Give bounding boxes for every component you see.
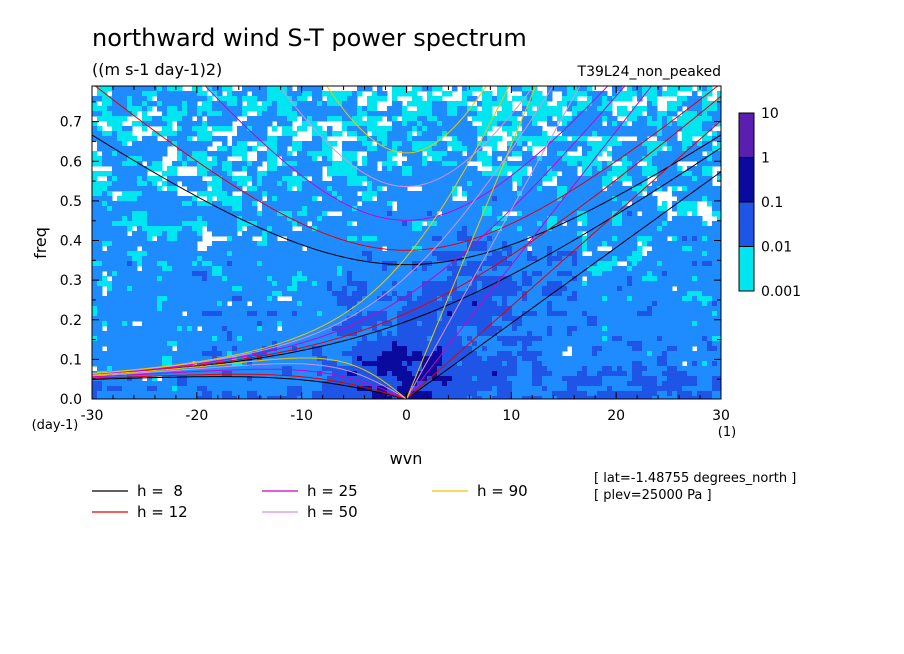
legend-label: h = 12 xyxy=(137,503,188,521)
curve-mrg-h12 xyxy=(92,95,721,376)
run-label: T39L24_non_peaked xyxy=(577,64,721,80)
x-tick-label: 0 xyxy=(402,408,411,424)
colorbar-swatch xyxy=(738,157,755,203)
chart-title: northward wind S-T power spectrum xyxy=(92,24,527,52)
y-tick-label: 0.6 xyxy=(60,154,82,170)
y-tick-label: 0.4 xyxy=(60,234,82,250)
curve-ig-h8 xyxy=(92,134,721,266)
x-tick-label: -10 xyxy=(290,408,313,424)
x-unit-label: (1) xyxy=(718,425,736,440)
legend-label: h = 25 xyxy=(307,482,358,500)
x-tick-label: 30 xyxy=(712,408,730,424)
colorbar-label: 0.01 xyxy=(761,240,792,256)
annotation-lat: [ lat=-1.48755 degrees_north ] xyxy=(594,471,796,486)
curve-ros-h90 xyxy=(92,357,407,399)
annotation-plev: [ plev=25000 Pa ] xyxy=(594,488,712,503)
y-tick-label: 0.3 xyxy=(60,273,82,289)
curve-mrg-h50 xyxy=(92,86,554,375)
colorbar-swatch xyxy=(738,112,755,158)
y-axis-label: freq xyxy=(31,227,50,259)
curve-ig-h90 xyxy=(326,86,487,154)
legend-label: h = 50 xyxy=(307,503,358,521)
curve-kelvin-h8 xyxy=(406,171,721,399)
colorbar-label: 0.001 xyxy=(761,284,801,300)
y-tick-label: 0.1 xyxy=(60,352,82,368)
colorbar-label: 0.1 xyxy=(761,195,783,211)
curve-ros-h25 xyxy=(92,368,407,399)
x-tick-label: 20 xyxy=(607,408,625,424)
colorbar: 10 1 0.1 0.01 0.001 xyxy=(738,106,801,300)
y-tick-label: 0.7 xyxy=(60,115,82,131)
spectrum-heatmap xyxy=(92,86,721,399)
curve-ros-h12 xyxy=(92,373,407,399)
y-tick-label: 0.5 xyxy=(60,194,82,210)
curve-kelvin-h12 xyxy=(406,120,721,399)
curve-kelvin-h25 xyxy=(406,86,653,399)
dispersion-curves xyxy=(92,86,721,399)
curve-mrg-h90 xyxy=(92,86,510,374)
curve-ig-h12 xyxy=(94,86,719,251)
legend: h = 8 h = 12 h = 25 h = 50 h = 90 xyxy=(92,482,528,521)
y-unit-label: (day-1) xyxy=(32,418,79,433)
legend-label: h = 8 xyxy=(137,482,183,500)
x-axis-label: wvn xyxy=(390,449,423,468)
x-tick-label: -30 xyxy=(81,408,104,424)
curve-ros-h50 xyxy=(92,363,407,399)
y-tick-label: 0.2 xyxy=(60,313,82,329)
colorbar-swatch xyxy=(738,201,755,247)
curve-ros-h8 xyxy=(92,376,407,399)
colorbar-label: 10 xyxy=(761,106,779,122)
curve-mrg-h25 xyxy=(92,86,626,375)
x-tick-label: 10 xyxy=(502,408,520,424)
curve-kelvin-h50 xyxy=(406,86,581,399)
curve-ig-h25 xyxy=(204,86,609,221)
x-tick-label: -20 xyxy=(185,408,208,424)
curve-kelvin-h90 xyxy=(406,86,537,399)
chart-subtitle: ((m s-1 day-1)2) xyxy=(92,60,222,79)
colorbar-swatch xyxy=(738,246,755,292)
legend-label: h = 90 xyxy=(477,482,528,500)
colorbar-label: 1 xyxy=(761,151,770,167)
curve-ig-h50 xyxy=(278,86,535,187)
axes: -30 -20 -10 0 10 20 30 0.0 0.1 0.2 0.3 0.4 0.5 0.6 0.7 xyxy=(60,86,730,424)
y-tick-label: 0.0 xyxy=(60,392,82,408)
